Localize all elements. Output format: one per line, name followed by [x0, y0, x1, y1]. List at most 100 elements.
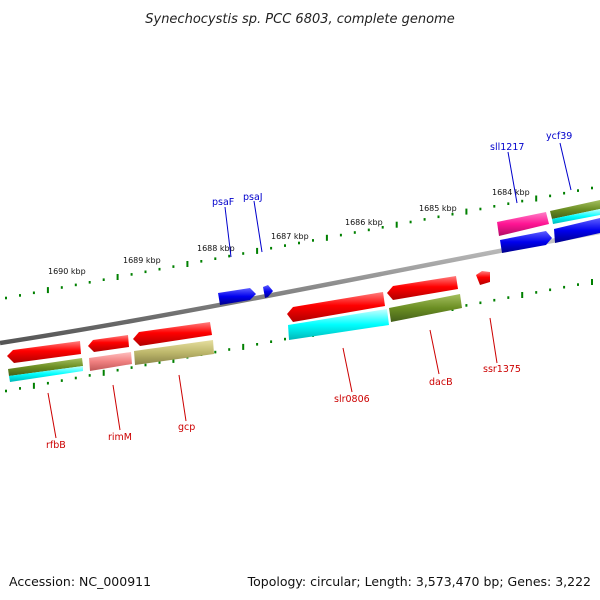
- scale-major-tick: [465, 208, 468, 215]
- gene-slr0806[interactable]: [287, 292, 389, 340]
- scale-minor-tick: [270, 340, 273, 343]
- gene-label-rimM[interactable]: rimM: [108, 432, 132, 443]
- gene-gcp[interactable]: [133, 322, 214, 365]
- scale-minor-tick: [339, 233, 342, 237]
- tick-label-1690: 1690 kbp: [48, 267, 86, 276]
- scale-minor-tick: [451, 212, 454, 216]
- scale-minor-tick: [549, 194, 552, 198]
- scale-minor-tick: [144, 363, 147, 367]
- scale-minor-tick: [116, 368, 119, 372]
- gene-sll1217[interactable]: [497, 212, 552, 253]
- gene-rimM[interactable]: [88, 335, 132, 371]
- gene-label-psaJ[interactable]: psaJ: [243, 192, 263, 203]
- gene-rfbB[interactable]: [7, 341, 83, 382]
- scale-minor-tick: [381, 226, 384, 229]
- scale-minor-tick: [479, 207, 482, 211]
- gene-ssr1375-feature[interactable]: [476, 271, 490, 285]
- scale-minor-tick: [256, 343, 259, 346]
- scale-minor-tick: [242, 252, 245, 255]
- map-title: Synechocystis sp. PCC 6803, complete gen…: [145, 12, 454, 27]
- scale-major-tick: [591, 279, 593, 285]
- tick-label-1684: 1684 kbp: [492, 188, 530, 197]
- scale-minor-tick: [284, 337, 286, 341]
- gene-label-gcp[interactable]: gcp: [178, 422, 195, 433]
- scale-major-tick: [102, 369, 105, 376]
- tick-label-1689: 1689 kbp: [123, 256, 161, 265]
- scale-minor-tick: [19, 387, 21, 390]
- scale-minor-tick: [144, 270, 147, 274]
- scale-major-tick: [325, 234, 328, 241]
- scale-minor-tick: [74, 376, 77, 380]
- scale-minor-tick: [367, 228, 370, 232]
- scale-minor-tick: [577, 189, 579, 192]
- scale-major-tick: [535, 195, 538, 202]
- scale-minor-tick: [270, 246, 273, 250]
- gene-psaF[interactable]: [218, 288, 256, 305]
- gene-label-rfbB[interactable]: rfbB: [46, 440, 66, 451]
- scale-major-tick: [32, 382, 35, 389]
- scale-minor-tick: [19, 294, 21, 297]
- scale-major-tick: [116, 274, 119, 280]
- scale-minor-tick: [5, 389, 7, 393]
- scale-major-tick: [395, 221, 398, 228]
- scale-major-tick: [186, 261, 189, 267]
- scale-minor-tick: [353, 231, 356, 234]
- scale-minor-tick: [32, 291, 35, 295]
- scale-minor-tick: [200, 260, 203, 263]
- gene-label-ssr1375[interactable]: ssr1375: [483, 364, 521, 375]
- scale-minor-tick: [549, 288, 552, 292]
- scale-minor-tick: [493, 298, 496, 302]
- scale-major-tick: [46, 287, 49, 294]
- scale-minor-tick: [158, 267, 161, 271]
- scale-track-top: [5, 186, 593, 300]
- scale-minor-tick: [507, 202, 510, 205]
- scale-minor-tick: [563, 285, 566, 289]
- scale-minor-tick: [214, 257, 217, 260]
- label-connectors: [47, 142, 572, 439]
- scale-minor-tick: [214, 350, 217, 354]
- scale-major-tick: [521, 292, 524, 298]
- tick-label-1687: 1687 kbp: [271, 232, 309, 241]
- scale-minor-tick: [228, 348, 231, 351]
- scale-minor-tick: [591, 186, 593, 190]
- scale-minor-tick: [102, 278, 105, 281]
- scale-minor-tick: [312, 239, 314, 242]
- scale-minor-tick: [535, 291, 538, 294]
- gene-label-ycf39[interactable]: ycf39: [546, 131, 572, 142]
- gene-label-slr0806[interactable]: slr0806: [334, 394, 370, 405]
- scale-minor-tick: [158, 361, 161, 364]
- scale-minor-tick: [284, 244, 286, 247]
- scale-minor-tick: [479, 301, 482, 305]
- tick-label-1686: 1686 kbp: [345, 218, 383, 227]
- scale-minor-tick: [172, 265, 175, 268]
- gene-label-sll1217[interactable]: sll1217: [490, 142, 524, 153]
- scale-minor-tick: [409, 220, 412, 224]
- scale-minor-tick: [423, 218, 426, 221]
- gene-ycf39[interactable]: [550, 200, 600, 243]
- gene-psaJ[interactable]: [263, 285, 273, 298]
- scale-minor-tick: [60, 286, 63, 289]
- tick-label-1688: 1688 kbp: [197, 244, 235, 253]
- accession-text: Accession: NC_000911: [9, 574, 151, 589]
- scale-major-tick: [256, 247, 259, 254]
- genome-summary-text: Topology: circular; Length: 3,573,470 bp…: [247, 574, 591, 589]
- scale-minor-tick: [130, 366, 133, 369]
- tick-label-1685: 1685 kbp: [419, 204, 457, 213]
- scale-minor-tick: [88, 374, 91, 377]
- scale-major-tick: [172, 356, 175, 363]
- scale-minor-tick: [130, 273, 133, 276]
- scale-minor-tick: [507, 296, 510, 299]
- scale-minor-tick: [60, 379, 63, 382]
- scale-minor-tick: [298, 241, 300, 245]
- gene-label-psaF[interactable]: psaF: [212, 197, 234, 208]
- scale-major-tick: [242, 343, 245, 350]
- scale-minor-tick: [437, 215, 440, 219]
- scale-minor-tick: [563, 191, 566, 195]
- scale-minor-tick: [521, 199, 524, 203]
- gene-label-dacB[interactable]: dacB: [429, 377, 453, 388]
- scale-minor-tick: [46, 381, 49, 385]
- scale-minor-tick: [88, 281, 91, 284]
- scale-minor-tick: [74, 283, 77, 287]
- gene-dacB[interactable]: [387, 276, 462, 322]
